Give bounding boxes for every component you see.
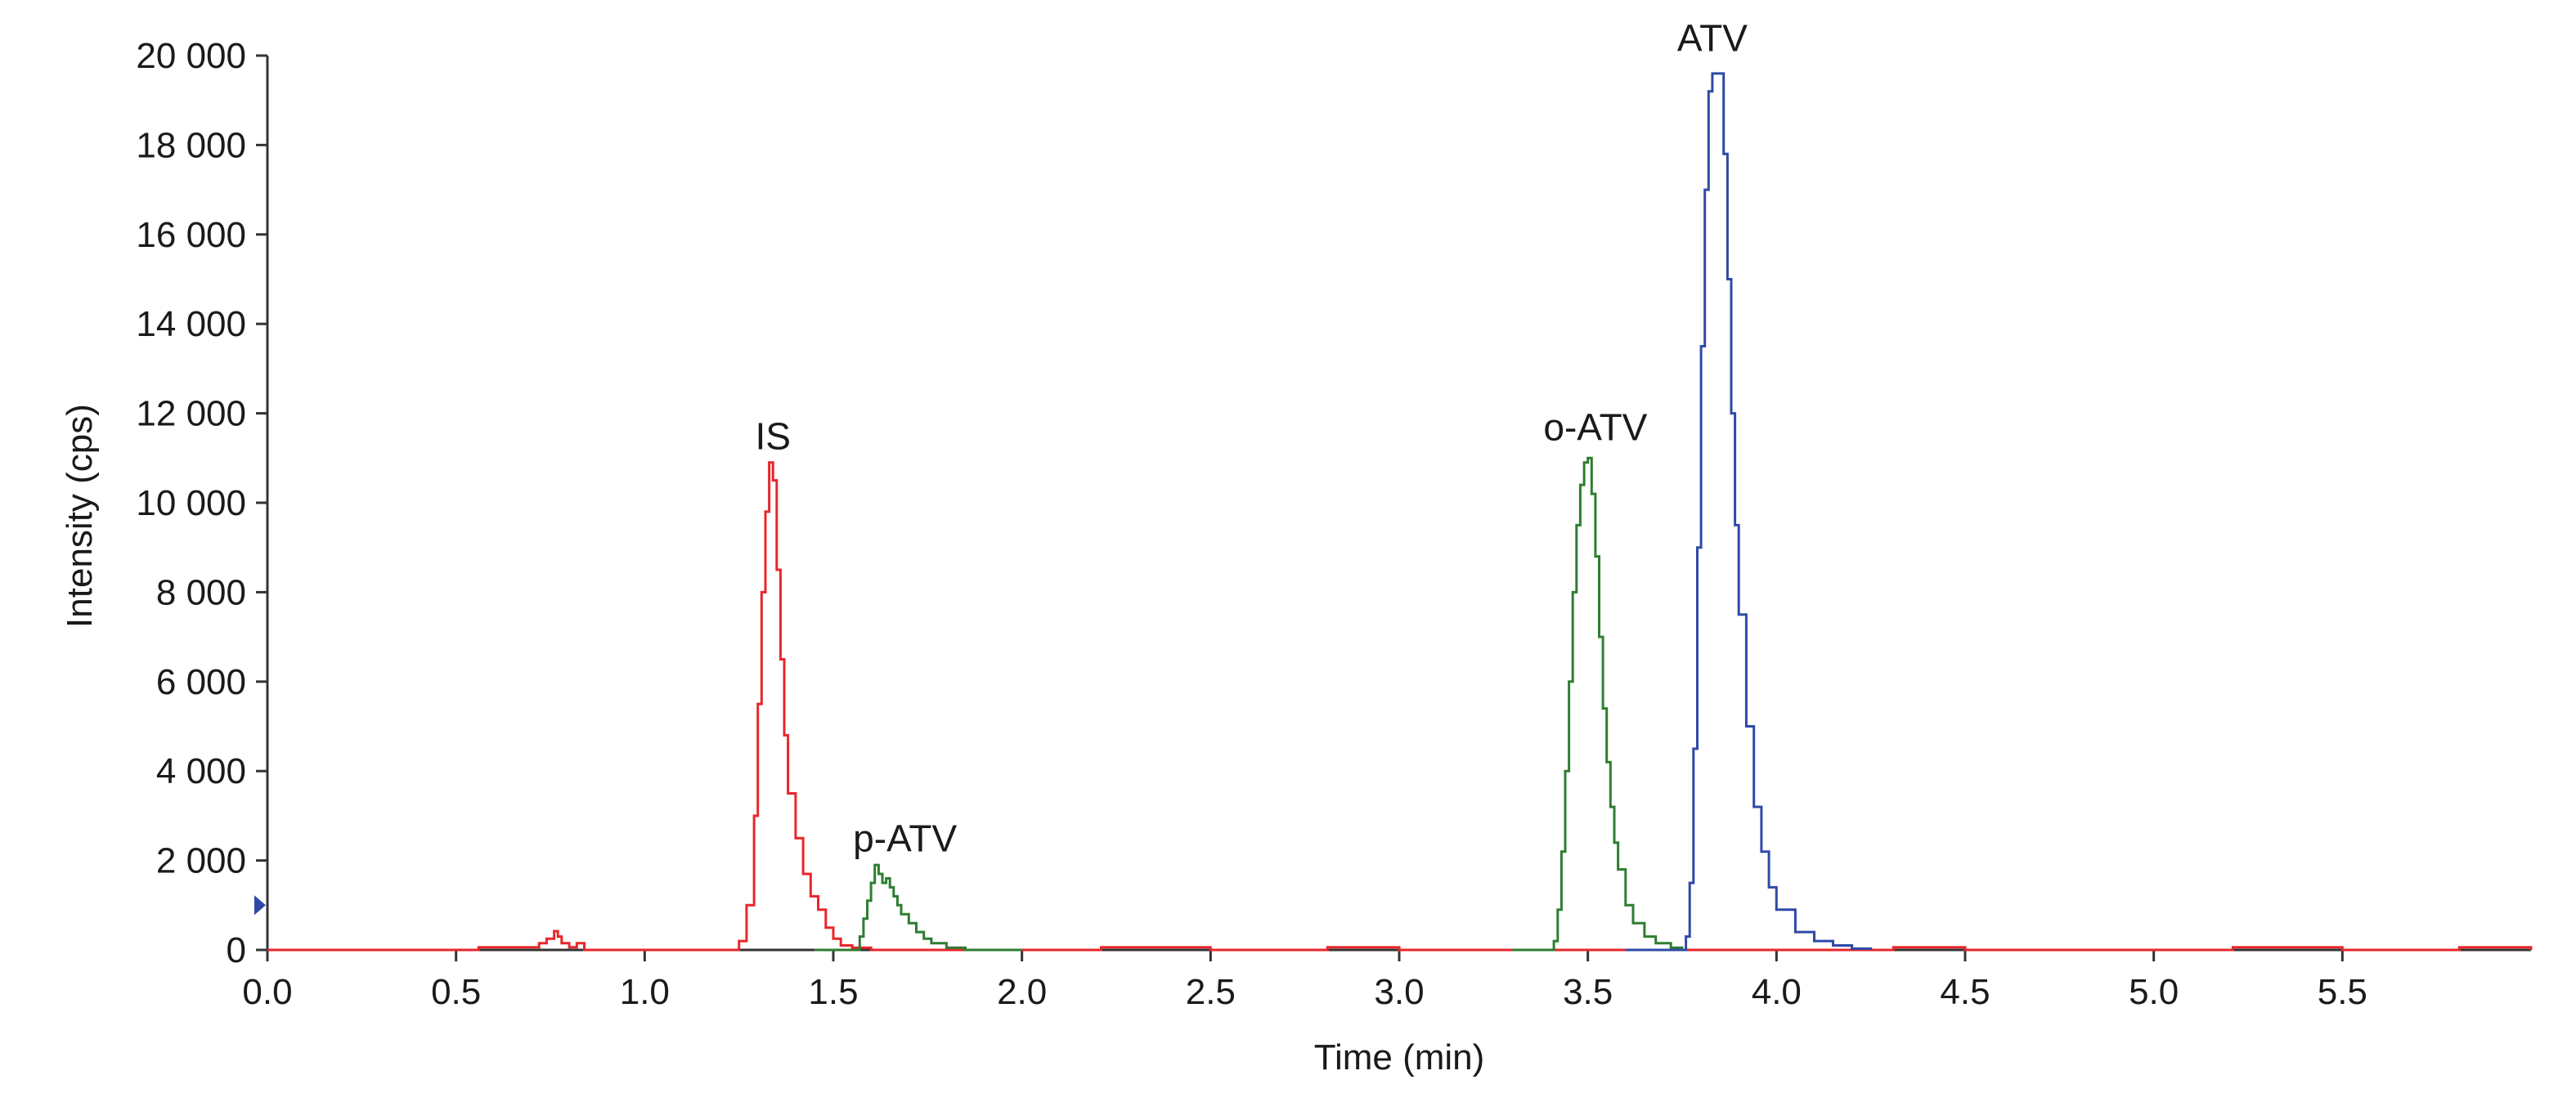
peak-label: ATV: [1677, 17, 1748, 60]
peak-label: p-ATV: [853, 818, 957, 860]
x-axis-label: Time (min): [1314, 1037, 1485, 1077]
ticks: 0 2 000 4 000 6 000 8 000 10 000 12 000 14 000 1…: [136, 36, 2367, 1012]
x-tick-label: 1.5: [808, 972, 858, 1012]
peak-label: o-ATV: [1543, 405, 1647, 448]
x-tick-label: 1.0: [620, 972, 670, 1012]
x-tick-label: 3.0: [1374, 972, 1424, 1012]
y-tick-label: 10 000: [136, 483, 246, 523]
y-tick-label: 0: [227, 930, 246, 970]
x-tick-label: 2.5: [1186, 972, 1236, 1012]
y-tick-label: 20 000: [136, 36, 246, 76]
y-tick-label: 8 000: [156, 572, 246, 612]
axes: [254, 56, 2531, 952]
x-tick-label: 5.5: [2318, 972, 2367, 1012]
y-tick-label: 16 000: [136, 215, 246, 255]
x-tick-label: 4.5: [1940, 972, 1990, 1012]
x-tick-label: 5.0: [2129, 972, 2179, 1012]
series-p-atv-line: [814, 863, 1022, 952]
x-tick-label: 4.0: [1752, 972, 1802, 1012]
y-tick-label: 14 000: [136, 304, 246, 344]
y-tick-label: 18 000: [136, 125, 246, 165]
series-o-atv-line: [1512, 456, 1684, 952]
series-lines: [267, 72, 2533, 952]
x-tick-label: 0.5: [431, 972, 481, 1012]
y-tick-label: 4 000: [156, 751, 246, 791]
peak-label: IS: [755, 414, 790, 457]
series-atv-line: [1625, 72, 1873, 952]
y-axis-label: Intensity (cps): [60, 404, 100, 628]
x-tick-label: 2.0: [997, 972, 1047, 1012]
x-tick-label: 3.5: [1563, 972, 1613, 1012]
y-tick-label: 2 000: [156, 841, 246, 881]
x-tick-label: 0.0: [242, 972, 292, 1012]
y-tick-label: 12 000: [136, 394, 246, 434]
series-is-line: [267, 461, 2533, 952]
y-tick-label: 6 000: [156, 662, 246, 702]
y-axis-marker: [254, 895, 266, 916]
annotations: IS p-ATV o-ATV ATV: [755, 17, 1748, 860]
